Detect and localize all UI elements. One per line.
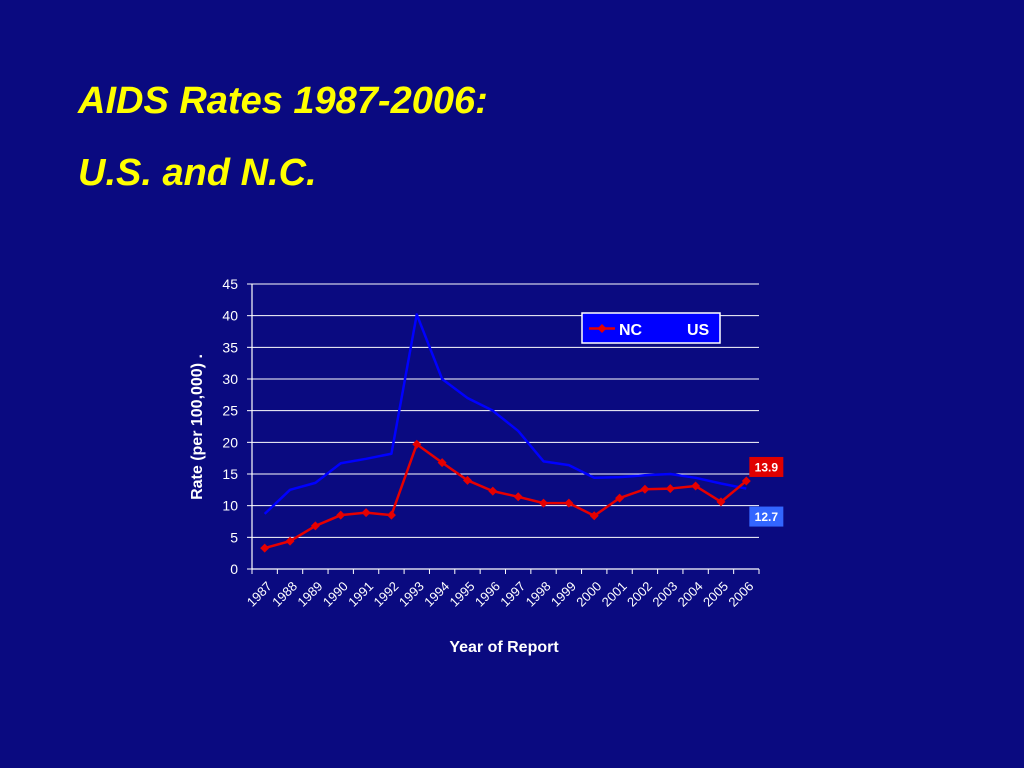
annotations: 13.9 12.7 (749, 456, 784, 527)
y-tick-label: 30 (222, 371, 238, 387)
x-tick-label: 2003 (649, 579, 680, 610)
x-tick-label: 1992 (370, 579, 401, 610)
legend-nc-label: NC (619, 322, 643, 339)
x-tick-label: 1995 (447, 579, 478, 610)
y-tick-label: 40 (222, 308, 238, 324)
series-line-nc (264, 442, 748, 550)
point-nc (615, 493, 625, 503)
point-nc (361, 508, 371, 518)
y-axis-title: Rate (per 100,000) . (189, 354, 206, 500)
x-tick-label: 1987 (244, 579, 275, 610)
legend-us-label: US (687, 322, 710, 339)
point-nc (665, 484, 675, 494)
series-lines (260, 313, 751, 553)
point-nc (462, 475, 472, 485)
x-tick-label: 1993 (396, 579, 427, 610)
point-nc (513, 492, 523, 502)
x-tick-label: 1999 (548, 579, 579, 610)
point-nc (437, 458, 447, 468)
point-nc (412, 439, 422, 449)
annotation-label-nc: 13.9 (755, 460, 779, 474)
point-nc (564, 498, 574, 508)
point-nc (539, 498, 549, 508)
x-tick-label: 2005 (700, 579, 731, 610)
x-tick-label: 1990 (320, 579, 351, 610)
x-axis-title: Year of Report (449, 639, 559, 656)
legend: NC US (581, 312, 721, 344)
x-tick-label: 2000 (573, 579, 604, 610)
point-nc (310, 521, 320, 531)
x-tick-label: 1997 (497, 579, 528, 610)
point-nc (336, 510, 346, 520)
y-tick-label: 45 (222, 276, 238, 292)
y-tick-label: 10 (222, 498, 238, 514)
x-tick-label: 1998 (523, 579, 554, 610)
x-tick-label: 2001 (599, 579, 630, 610)
x-tick-label: 1988 (269, 579, 300, 610)
x-tick-label: 1989 (294, 579, 325, 610)
slide-title-line1: AIDS Rates 1987-2006: (78, 80, 488, 122)
point-nc (716, 497, 726, 507)
point-nc (640, 484, 650, 494)
y-tick-label: 20 (222, 434, 238, 450)
point-nc (386, 510, 396, 520)
annotation-label-us: 12.7 (755, 510, 779, 524)
point-nc (488, 486, 498, 496)
point-nc (260, 543, 270, 553)
y-tick-label: 5 (230, 529, 238, 545)
point-nc (691, 481, 701, 491)
x-tick-label: 2004 (675, 579, 706, 610)
x-tick-label: 1991 (345, 579, 376, 610)
point-nc (589, 511, 599, 521)
point-nc (741, 476, 751, 486)
y-tick-label: 25 (222, 403, 238, 419)
annotation-box-nc (749, 456, 784, 477)
series-line-us (263, 313, 747, 515)
annotation-box-us (749, 506, 784, 527)
y-tick-label: 0 (230, 561, 238, 577)
x-tick-label: 2002 (624, 579, 655, 610)
x-tick-label: 1996 (472, 579, 503, 610)
point-nc (285, 536, 295, 546)
x-tick-label: 1994 (421, 579, 452, 610)
legend-nc-marker (597, 324, 607, 333)
y-tick-label: 35 (222, 339, 238, 355)
slide-title-line2: U.S. and N.C. (78, 152, 317, 194)
x-tick-label: 2006 (725, 579, 756, 610)
y-tick-label: 15 (222, 466, 238, 482)
